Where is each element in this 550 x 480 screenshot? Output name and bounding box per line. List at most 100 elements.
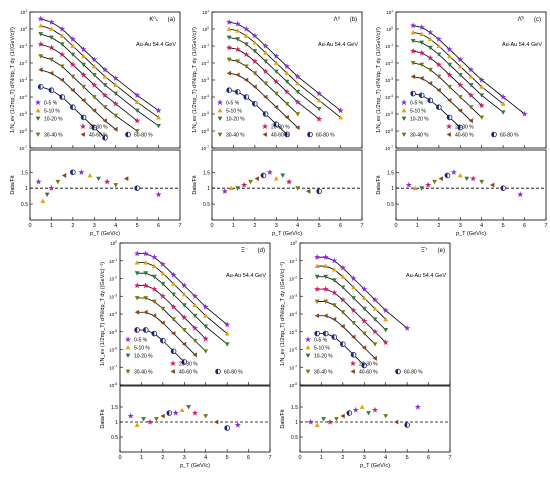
data-point <box>134 129 140 134</box>
data-point <box>48 44 55 51</box>
legend-entry: 30-40 % <box>226 133 245 139</box>
ratio-y-axis-label: Data/Fit <box>100 409 106 429</box>
data-point <box>314 254 321 260</box>
y-tick-label: 10-1 <box>385 43 393 49</box>
data-point <box>252 84 257 90</box>
data-point <box>457 72 463 78</box>
data-point <box>294 98 301 105</box>
data-point <box>467 66 475 73</box>
data-point <box>372 306 378 311</box>
x-tick-label: 1 <box>320 455 323 461</box>
ratio-point <box>321 417 326 422</box>
ratio-y-tick-label: 1.5 <box>203 170 210 176</box>
data-point <box>91 64 97 69</box>
data-point <box>101 66 109 73</box>
data-point <box>235 28 241 33</box>
ratio-point <box>186 405 191 410</box>
ratio-y-tick-label: 1 <box>391 186 394 192</box>
data-point <box>383 316 389 322</box>
ratio-point <box>490 182 495 188</box>
y-axis-label: 1/N_ev (1/2πp_T) d²N/dp_T dy (1/(GeV/c)²… <box>10 27 16 133</box>
data-point <box>252 71 258 76</box>
x-tick-label: 7 <box>268 455 271 461</box>
legend-entry: 40-60 % <box>359 370 378 376</box>
ratio-point <box>470 175 477 182</box>
panel-label: (b) <box>350 17 357 23</box>
data-point <box>69 61 76 68</box>
y-tick-label: 10-6 <box>201 128 209 134</box>
legend-entry: 5-10 % <box>44 109 60 115</box>
legend-entry: 5-10 % <box>226 109 242 115</box>
data-point <box>243 51 250 58</box>
x-tick-label: 4 <box>114 223 117 229</box>
data-point <box>112 100 119 107</box>
x-tick-label: 2 <box>253 223 256 229</box>
data-point <box>70 74 76 79</box>
x-tick-label: 6 <box>339 223 342 229</box>
data-point <box>410 30 416 35</box>
data-point <box>382 307 389 314</box>
y-tick-label: 10-2 <box>201 60 209 66</box>
data-point <box>202 335 209 342</box>
ratio-point <box>127 412 134 419</box>
ratio-point-fill <box>166 410 170 416</box>
data-point <box>322 254 329 260</box>
data-point <box>134 260 140 265</box>
ratio-y-tick-label: 0.5 <box>111 435 118 441</box>
ratio-point <box>40 198 46 203</box>
y-tick-label: 10-7 <box>385 145 393 151</box>
y-tick-label: 10-1 <box>109 258 117 264</box>
data-point <box>151 254 158 260</box>
y-tick-label: 100 <box>110 240 117 246</box>
ratio-point <box>314 422 320 427</box>
legend-marker <box>217 108 223 113</box>
fit-curve <box>229 28 341 118</box>
data-point <box>134 271 140 276</box>
x-tick-label: 1 <box>416 223 419 229</box>
ratio-point <box>160 413 165 419</box>
data-point <box>243 77 249 83</box>
ratio-point <box>457 173 463 178</box>
data-point <box>59 77 65 83</box>
x-tick-label: 1 <box>50 223 53 229</box>
y-tick-label: 10-6 <box>385 128 393 134</box>
particle-label: Λ̄⁰ <box>518 16 525 23</box>
legend-marker <box>170 369 175 374</box>
data-point <box>156 123 161 129</box>
data-point <box>372 317 378 322</box>
data-point <box>351 334 356 340</box>
legend-marker <box>169 360 177 367</box>
x-tick-label: 5 <box>318 223 321 229</box>
data-point <box>273 53 280 59</box>
legend-marker <box>125 369 131 374</box>
ratio-point <box>307 418 314 425</box>
ratio-y-axis-label: Data/Fit <box>10 175 16 195</box>
data-point-fill <box>81 115 84 120</box>
x-tick-label: 6 <box>427 455 430 461</box>
data-point <box>468 74 474 79</box>
x-tick-label: 1 <box>140 455 143 461</box>
y-tick-label: 10-6 <box>109 347 117 353</box>
data-point <box>202 303 209 310</box>
ratio-point-fill <box>224 425 228 431</box>
x-tick-label: 6 <box>247 455 250 461</box>
ratio-point <box>113 183 119 188</box>
legend-marker-fill <box>125 132 128 137</box>
ratio-point <box>425 181 432 188</box>
fit-curve <box>40 25 159 118</box>
data-point-fill <box>323 331 326 336</box>
data-point <box>224 331 230 336</box>
data-point <box>112 75 119 81</box>
data-point <box>410 74 416 79</box>
data-point <box>284 115 289 120</box>
ratio-point <box>228 185 234 191</box>
ratio-point <box>179 407 185 412</box>
data-point <box>457 81 464 88</box>
ratio-point <box>306 188 311 194</box>
data-point-fill <box>49 87 52 93</box>
data-point <box>91 72 97 78</box>
data-point <box>226 57 232 62</box>
data-point <box>500 101 506 106</box>
